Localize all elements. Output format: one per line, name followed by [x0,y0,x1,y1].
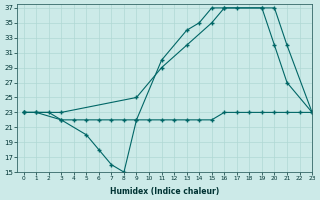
X-axis label: Humidex (Indice chaleur): Humidex (Indice chaleur) [110,187,219,196]
